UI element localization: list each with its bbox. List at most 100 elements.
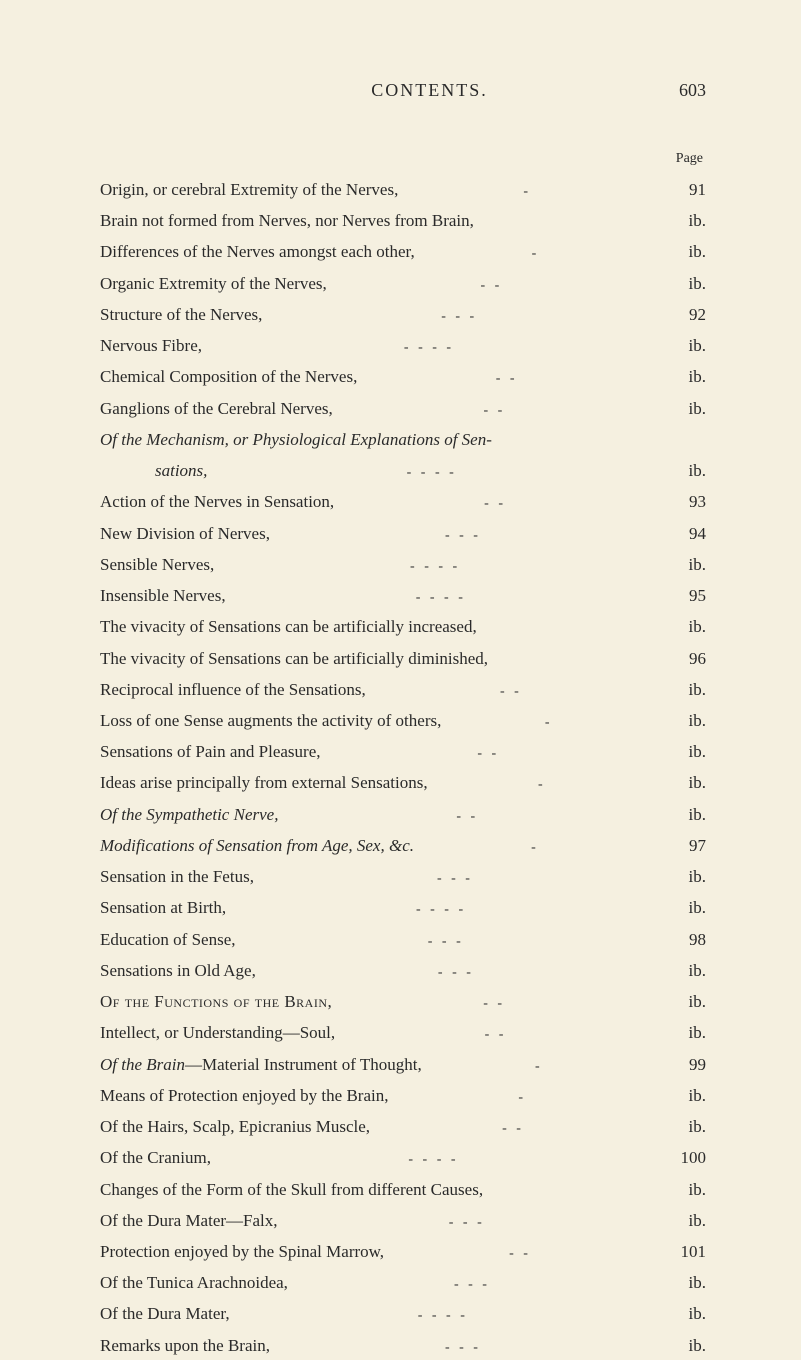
toc-entry-text: Of the Dura Mater—Falx, <box>100 1206 278 1235</box>
toc-entry-page: 97 <box>656 831 731 860</box>
page-number: 603 <box>679 80 706 101</box>
toc-entry-text: Of the Functions of the Brain, <box>100 987 332 1016</box>
toc-entry-page: ib. <box>656 394 731 423</box>
toc-entry-page: ib. <box>656 550 731 579</box>
toc-entry-separator: - - <box>370 1117 656 1141</box>
toc-entry-text: Structure of the Nerves, <box>100 300 262 329</box>
toc-entry: Sensations of Pain and Pleasure,- -ib. <box>100 737 731 766</box>
toc-entry-text: Intellect, or Understanding—Soul, <box>100 1018 335 1047</box>
toc-entry-page: 99 <box>656 1050 731 1079</box>
toc-entry-page: ib. <box>656 675 731 704</box>
toc-entry-separator: - - - <box>270 524 656 548</box>
toc-entry-text: Action of the Nerves in Sensation, <box>100 487 334 516</box>
toc-entry-separator: - - - - <box>230 1304 656 1328</box>
toc-entry: Of the Tunica Arachnoidea,- - -ib. <box>100 1268 731 1297</box>
toc-entry-text: Sensations of Pain and Pleasure, <box>100 737 321 766</box>
toc-entry-text: Loss of one Sense augments the activity … <box>100 706 441 735</box>
toc-entry-text: Origin, or cerebral Extremity of the Ner… <box>100 175 398 204</box>
toc-entry-text: Education of Sense, <box>100 925 236 954</box>
toc-entry: Of the Mechanism, or Physiological Expla… <box>100 425 731 454</box>
toc-entry-separator: - <box>415 242 656 266</box>
toc-entry: The vivacity of Sensations can be artifi… <box>100 644 731 673</box>
toc-entry-page: ib. <box>656 1268 731 1297</box>
toc-entry-text: Of the Hairs, Scalp, Epicranius Muscle, <box>100 1112 370 1141</box>
toc-entry-page: ib. <box>656 987 731 1016</box>
toc-entry-text: Nervous Fibre, <box>100 331 202 360</box>
toc-text-part: sations, <box>155 461 207 480</box>
toc-entry-page: ib. <box>656 1175 731 1204</box>
toc-entry: Nervous Fibre,- - - -ib. <box>100 331 731 360</box>
toc-entry-page: ib. <box>656 1081 731 1110</box>
toc-entry-page: ib. <box>656 269 731 298</box>
toc-entry: Ganglions of the Cerebral Nerves,- -ib. <box>100 394 731 423</box>
toc-entry: Action of the Nerves in Sensation,- -93 <box>100 487 731 516</box>
toc-entry-text: Differences of the Nerves amongst each o… <box>100 237 415 266</box>
toc-entry: Sensible Nerves,- - - -ib. <box>100 550 731 579</box>
toc-entry-separator: - - <box>366 680 656 704</box>
toc-entry-page: ib. <box>656 1206 731 1235</box>
toc-entry: Origin, or cerebral Extremity of the Ner… <box>100 175 731 204</box>
page-column-label: Page <box>100 151 731 167</box>
toc-entry-page: 98 <box>656 925 731 954</box>
toc-entry: Education of Sense,- - -98 <box>100 925 731 954</box>
toc-entry: Protection enjoyed by the Spinal Marrow,… <box>100 1237 731 1266</box>
toc-entry: Chemical Composition of the Nerves,- -ib… <box>100 362 731 391</box>
toc-entry-page: ib. <box>656 706 731 735</box>
toc-entry: Of the Cranium,- - - -100 <box>100 1143 731 1172</box>
toc-entry-separator: - - <box>278 805 656 829</box>
toc-entry-separator: - <box>398 180 656 204</box>
toc-text-part: Of the Brain <box>100 1055 185 1074</box>
toc-text-part: —Material Instrument of Thought, <box>185 1055 422 1074</box>
page-container: CONTENTS. 603 Page Origin, or cerebral E… <box>0 0 801 1360</box>
toc-entry-text: Sensations in Old Age, <box>100 956 256 985</box>
toc-entry-separator: - - - - <box>226 898 656 922</box>
toc-entry-separator: - - - <box>278 1211 656 1235</box>
toc-entry: Of the Brain—Material Instrument of Thou… <box>100 1050 731 1079</box>
toc-entry-separator: - <box>441 711 656 735</box>
toc-entry-text: Of the Brain—Material Instrument of Thou… <box>100 1050 422 1079</box>
toc-entry-page: ib. <box>656 331 731 360</box>
toc-entry-text: Of the Dura Mater, <box>100 1299 230 1328</box>
contents-heading: CONTENTS. <box>100 80 679 101</box>
toc-entry-text: Means of Protection enjoyed by the Brain… <box>100 1081 388 1110</box>
toc-entry-separator: - - - <box>256 961 656 985</box>
toc-entry-text: Insensible Nerves, <box>100 581 226 610</box>
toc-text-part: Modifications of Sensation from Age, Sex… <box>100 836 414 855</box>
toc-entry: Loss of one Sense augments the activity … <box>100 706 731 735</box>
toc-entry-separator: - - <box>332 992 656 1016</box>
toc-entry: Insensible Nerves,- - - -95 <box>100 581 731 610</box>
toc-entry: Remarks upon the Brain,- - -ib. <box>100 1331 731 1360</box>
toc-entry-separator: - - <box>335 1023 656 1047</box>
toc-entry-page: ib. <box>656 737 731 766</box>
toc-entry-page: ib. <box>656 237 731 266</box>
toc-entry: Ideas arise principally from external Se… <box>100 768 731 797</box>
toc-entry-separator: - - - <box>288 1273 656 1297</box>
toc-entry-text: Ganglions of the Cerebral Nerves, <box>100 394 333 423</box>
toc-entry-separator: - - - <box>236 930 657 954</box>
toc-entry-text: Remarks upon the Brain, <box>100 1331 270 1360</box>
toc-entry-page: ib. <box>656 1299 731 1328</box>
toc-entry: Means of Protection enjoyed by the Brain… <box>100 1081 731 1110</box>
toc-entry-separator: - - <box>334 492 656 516</box>
toc-entry-separator: - - <box>321 742 657 766</box>
toc-entry-page: 92 <box>656 300 731 329</box>
toc-entry-page: 91 <box>656 175 731 204</box>
toc-entry-page: ib. <box>656 206 731 235</box>
toc-text-part: Of the Functions of the Brain, <box>100 992 332 1011</box>
toc-entry-page: ib. <box>656 456 731 485</box>
toc-entry-separator: - - <box>384 1242 656 1266</box>
toc-entry-text: Modifications of Sensation from Age, Sex… <box>100 831 414 860</box>
toc-entry-page: ib. <box>656 956 731 985</box>
toc-entry-separator: - <box>414 836 656 860</box>
toc-entry-text: Of the Sympathetic Nerve, <box>100 800 278 829</box>
toc-entry-separator: - - <box>327 274 656 298</box>
toc-entry-text: Sensation in the Fetus, <box>100 862 254 891</box>
toc-entry: New Division of Nerves,- - -94 <box>100 519 731 548</box>
toc-entry-separator: - - - - <box>211 1148 656 1172</box>
toc-entry-page: ib. <box>656 1331 731 1360</box>
header-row: CONTENTS. 603 <box>100 80 731 101</box>
toc-entry-page: 101 <box>656 1237 731 1266</box>
toc-entry-separator: - - - <box>262 305 656 329</box>
toc-entry-separator: - - - <box>270 1336 656 1360</box>
toc-entry-separator: - - <box>333 399 656 423</box>
